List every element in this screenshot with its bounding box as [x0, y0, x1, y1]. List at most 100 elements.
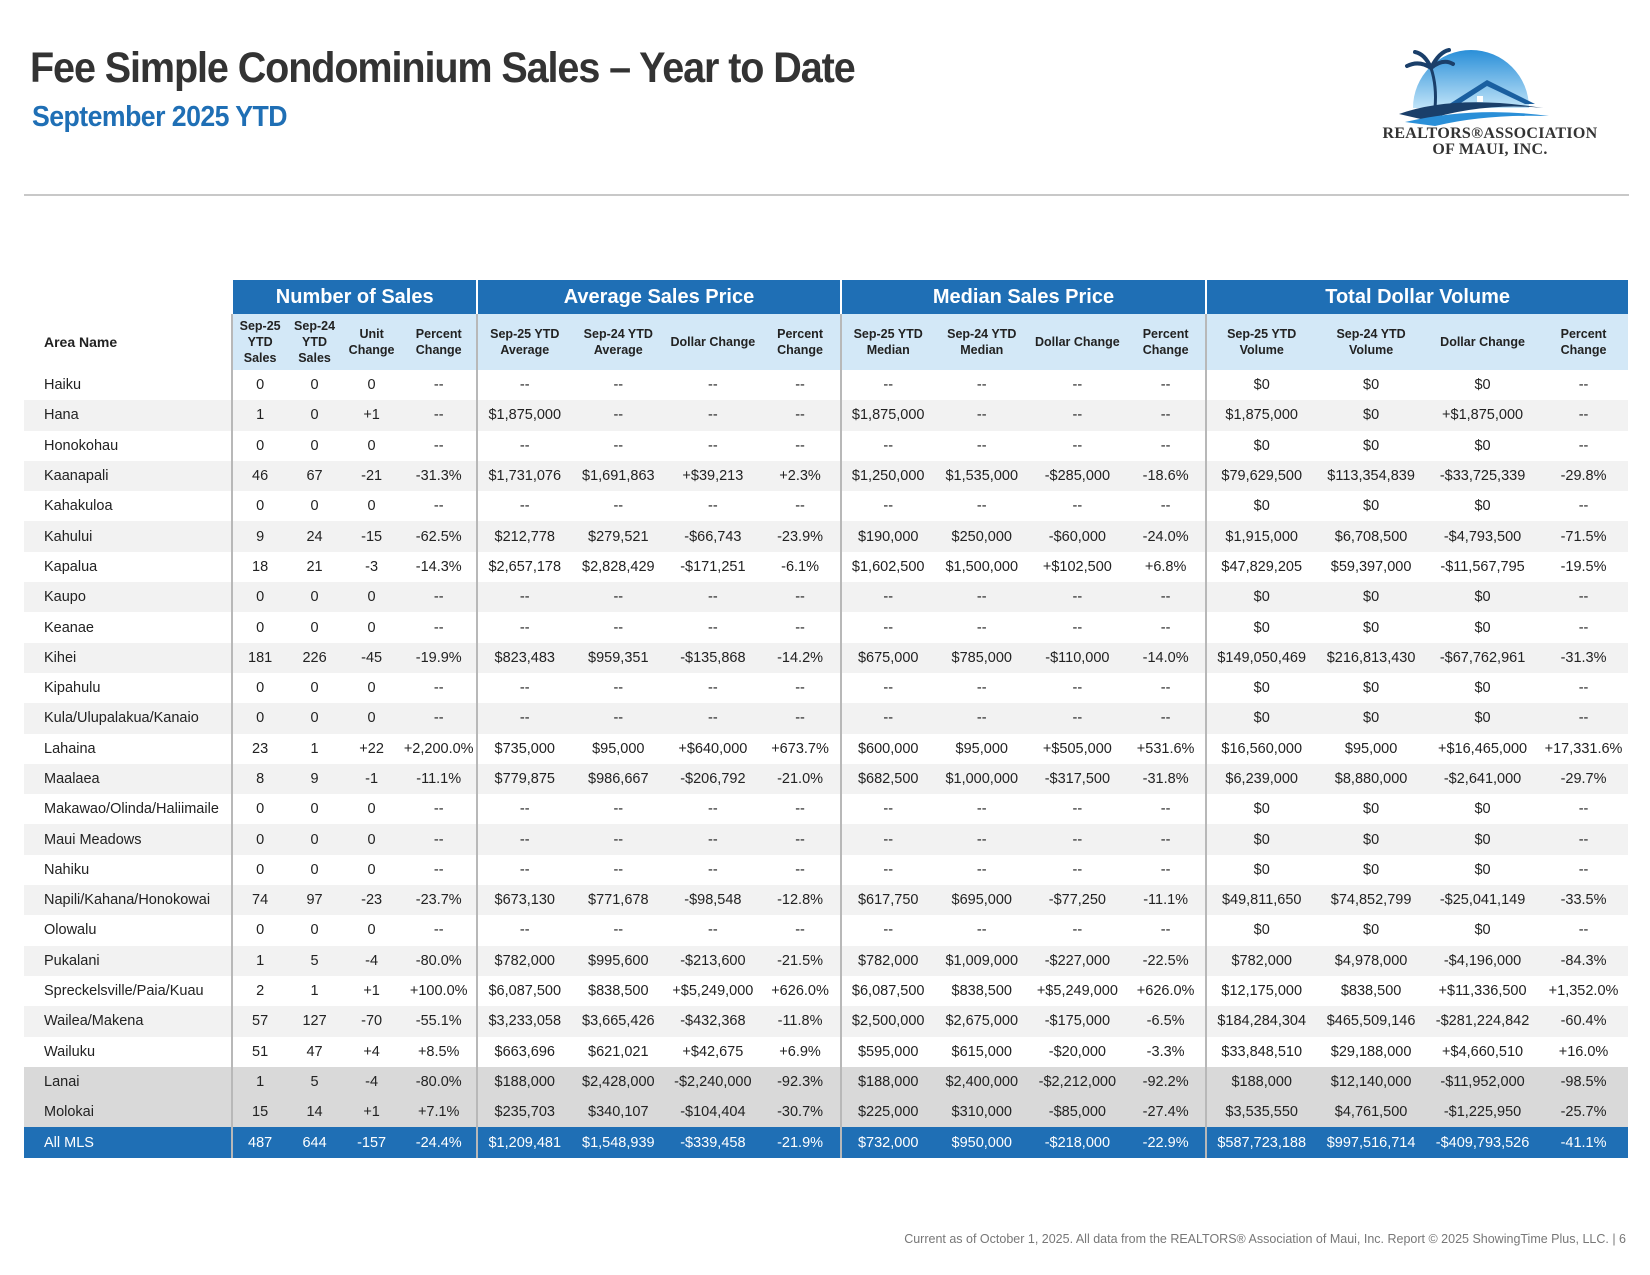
value-cell: -- — [1539, 430, 1628, 461]
value-cell: $735,000 — [476, 733, 572, 764]
value-cell: -- — [760, 915, 841, 946]
value-cell: -- — [934, 491, 1029, 522]
value-cell: -- — [1028, 370, 1126, 401]
value-cell: -- — [571, 612, 666, 643]
value-cell: 5 — [287, 1066, 343, 1098]
value-cell: 0 — [287, 370, 343, 401]
table-row: Molokai 15 14 +1 +7.1% $235,703 $340,107 -$104,… — [24, 1097, 1628, 1128]
area-name-cell: Kaupo — [24, 582, 233, 613]
value-cell: 46 — [231, 460, 288, 492]
value-cell: 1 — [231, 1066, 288, 1098]
value-cell: $340,107 — [571, 1097, 666, 1128]
value-cell: $8,880,000 — [1316, 763, 1427, 795]
header-divider — [24, 194, 1629, 196]
value-cell: -45 — [342, 642, 402, 673]
value-cell: -- — [571, 824, 666, 855]
area-name-cell: Hana — [24, 400, 233, 431]
value-cell: +$640,000 — [665, 733, 761, 764]
value-cell: -24.0% — [1125, 521, 1207, 552]
value-cell: -$218,000 — [1028, 1127, 1126, 1158]
value-cell: -92.2% — [1125, 1066, 1207, 1098]
value-cell: -21.0% — [760, 763, 841, 795]
value-cell: -21 — [342, 460, 402, 492]
value-cell: -- — [476, 672, 572, 704]
value-cell: -$281,224,842 — [1426, 1006, 1540, 1037]
value-cell: -- — [1125, 854, 1207, 886]
value-cell: -- — [1539, 400, 1628, 431]
table-body: Haiku 0 0 0 -- -- -- -- -- -- -- -- -- $0 $0 $0 -- Hana 1 0… — [24, 370, 1628, 1158]
value-cell: $0 — [1205, 612, 1317, 643]
value-cell: $29,188,000 — [1316, 1036, 1427, 1067]
value-cell: -30.7% — [760, 1097, 841, 1128]
value-cell: -$213,600 — [665, 945, 761, 976]
value-cell: +4 — [342, 1036, 402, 1067]
value-cell: $587,723,188 — [1205, 1127, 1317, 1158]
area-name-cell: Keanae — [24, 612, 233, 643]
value-cell: -- — [1028, 703, 1126, 734]
value-cell: +$16,465,000 — [1426, 733, 1540, 764]
value-cell: $779,875 — [476, 763, 572, 795]
area-name-cell: Olowalu — [24, 915, 233, 946]
value-cell: 487 — [231, 1127, 288, 1158]
value-cell: $310,000 — [934, 1097, 1029, 1128]
value-cell: 97 — [287, 885, 343, 916]
value-cell: -- — [934, 794, 1029, 825]
value-cell: -- — [760, 400, 841, 431]
value-cell: -- — [476, 612, 572, 643]
value-cell: 0 — [231, 824, 288, 855]
value-cell: -$171,251 — [665, 551, 761, 583]
value-cell: $1,691,863 — [571, 460, 666, 492]
value-cell: -31.3% — [401, 460, 478, 492]
value-cell: $838,500 — [934, 975, 1029, 1007]
value-cell: -$175,000 — [1028, 1006, 1126, 1037]
value-cell: $0 — [1426, 854, 1540, 886]
column-header: Dollar Change — [1028, 314, 1126, 370]
value-cell: $0 — [1205, 430, 1317, 461]
value-cell: -- — [934, 854, 1029, 886]
value-cell: -- — [760, 672, 841, 704]
value-cell: -$33,725,339 — [1426, 460, 1540, 492]
value-cell: +8.5% — [401, 1036, 478, 1067]
value-cell: $4,978,000 — [1316, 945, 1427, 976]
value-cell: -25.7% — [1539, 1097, 1628, 1128]
value-cell: $0 — [1426, 370, 1540, 401]
value-cell: $95,000 — [934, 733, 1029, 764]
value-cell: -- — [1028, 672, 1126, 704]
value-cell: $149,050,469 — [1205, 642, 1317, 673]
value-cell: -11.8% — [760, 1006, 841, 1037]
table-row: Napili/Kahana/Honokowai 74 97 -23 -23.7% $673… — [24, 885, 1628, 916]
value-cell: $0 — [1205, 672, 1317, 704]
value-cell: -60.4% — [1539, 1006, 1628, 1037]
value-cell: $3,665,426 — [571, 1006, 666, 1037]
value-cell: -- — [760, 854, 841, 886]
value-cell: $0 — [1426, 824, 1540, 855]
column-header: Percent Change — [1539, 314, 1628, 370]
value-cell: $188,000 — [1205, 1066, 1317, 1098]
value-cell: $3,535,550 — [1205, 1097, 1317, 1128]
value-cell: $0 — [1426, 582, 1540, 613]
area-name-cell: Lanai — [24, 1066, 233, 1098]
value-cell: $3,233,058 — [476, 1006, 572, 1037]
value-cell: -4 — [342, 1066, 402, 1098]
value-cell: -- — [839, 672, 935, 704]
value-cell: $12,175,000 — [1205, 975, 1317, 1007]
value-cell: 0 — [231, 794, 288, 825]
value-cell: $465,509,146 — [1316, 1006, 1427, 1037]
value-cell: $838,500 — [1316, 975, 1427, 1007]
area-name-cell: Kaanapali — [24, 460, 233, 492]
value-cell: $673,130 — [476, 885, 572, 916]
value-cell: $0 — [1316, 824, 1427, 855]
value-cell: -- — [1539, 824, 1628, 855]
value-cell: $4,761,500 — [1316, 1097, 1427, 1128]
value-cell: 9 — [287, 763, 343, 795]
value-cell: 127 — [287, 1006, 343, 1037]
group-total-dollar-volume: Total Dollar Volume — [1205, 280, 1628, 314]
value-cell: -- — [665, 703, 761, 734]
value-cell: -- — [1539, 672, 1628, 704]
column-header: Dollar Change — [1426, 314, 1540, 370]
value-cell: -29.7% — [1539, 763, 1628, 795]
value-cell: 1 — [287, 733, 343, 764]
value-cell: 0 — [231, 582, 288, 613]
value-cell: 0 — [287, 824, 343, 855]
value-cell: $1,875,000 — [1205, 400, 1317, 431]
